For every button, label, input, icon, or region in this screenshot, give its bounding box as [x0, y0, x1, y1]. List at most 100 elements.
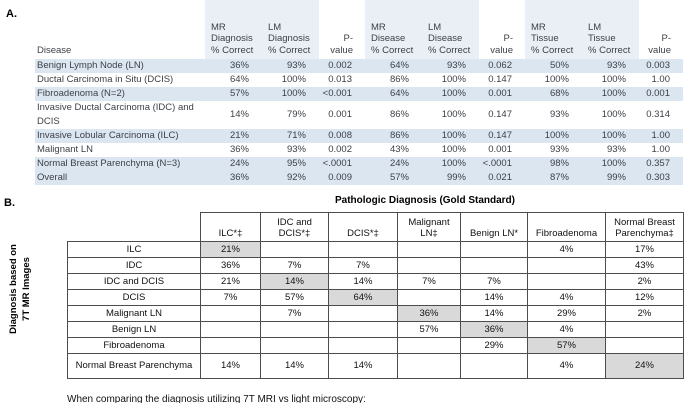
value-cell: 0.147 — [488, 109, 512, 120]
confusion-matrix-cell: 4% — [527, 241, 606, 258]
value-cell: 1.00 — [651, 74, 671, 85]
confusion-matrix-cell: 14% — [328, 273, 398, 290]
table-a-row: Invasive Lobular Carcinoma (ILC) 21% 71% 0.… — [35, 129, 683, 143]
confusion-matrix-cell — [397, 353, 461, 379]
confusion-matrix-cell: 29% — [527, 305, 606, 322]
confusion-matrix-cell — [460, 241, 528, 258]
confusion-matrix-cell — [260, 241, 329, 258]
value-cell: 99% — [582, 171, 639, 185]
value-cell: 100% — [441, 109, 466, 120]
value-cell: 100% — [601, 109, 626, 120]
value-cell: 0.001 — [479, 87, 525, 101]
confusion-matrix-cell: 64% — [328, 289, 398, 306]
confusion-matrix-cell — [397, 337, 461, 354]
footnote-intro: When comparing the diagnosis utilizing 7… — [67, 394, 366, 403]
value-cell: 93% — [549, 109, 569, 120]
gold-standard-title: Pathologic Diagnosis (Gold Standard) — [334, 195, 515, 206]
mr-images-axis-label: Diagnosis based on 7T MR Images — [7, 224, 35, 354]
column-header-pvalue-1: P-value — [330, 33, 353, 56]
confusion-matrix-cell: 21% — [200, 273, 261, 290]
confusion-matrix-cell: 2% — [605, 273, 684, 290]
confusion-matrix-cell — [328, 321, 398, 338]
value-cell: 50% — [525, 59, 582, 73]
confusion-matrix-cell: 7% — [260, 257, 329, 274]
disease-name-cell: Invasive Ductal Carcinoma (IDC) and DCIS — [37, 102, 194, 127]
value-cell: 24% — [365, 157, 422, 171]
confusion-matrix-cell: 14% — [460, 305, 528, 322]
value-cell: 86% — [365, 129, 422, 143]
confusion-matrix-cell: 4% — [527, 321, 606, 338]
value-cell: 100% — [582, 129, 639, 143]
value-cell: 36% — [229, 144, 249, 155]
value-cell: 64% — [365, 59, 422, 73]
value-cell: 36% — [205, 59, 262, 73]
confusion-matrix-cell: 24% — [605, 353, 684, 379]
mr-diagnosis-row-label: Normal Breast Parenchyma — [67, 353, 201, 379]
value-cell: 93% — [262, 59, 319, 73]
value-cell: 36% — [205, 171, 262, 185]
column-header-pvalue-2: P-value — [490, 33, 513, 56]
confusion-matrix-cell: 29% — [460, 337, 528, 354]
value-cell: 95% — [262, 157, 319, 171]
value-cell: 100% — [422, 87, 479, 101]
value-cell: 93% — [606, 144, 626, 155]
disease-name-cell: Benign Lymph Node (LN) — [35, 59, 205, 73]
axis-label-line-2: 7T MR Images — [21, 257, 32, 321]
confusion-matrix-cell: 57% — [397, 321, 461, 338]
value-cell: <0.001 — [319, 87, 365, 101]
value-cell: 0.008 — [319, 129, 365, 143]
column-header-disease: Disease — [37, 44, 72, 56]
axis-label-line-1: Diagnosis based on — [8, 244, 19, 334]
table-a-row: Benign Lymph Node (LN) 36% 93% 0.002 64% 93% 0… — [35, 59, 683, 73]
column-header-benign-ln: Benign LN* — [460, 212, 528, 242]
confusion-matrix-cell: 36% — [460, 321, 528, 338]
value-cell: 0.147 — [488, 74, 512, 85]
confusion-matrix-cell: 14% — [328, 353, 398, 379]
value-cell: 0.062 — [479, 59, 525, 73]
value-cell: 0.314 — [646, 109, 670, 120]
table-b-header-row: ILC*‡ IDC and DCIS*‡ DCIS*‡ Malignant LN… — [68, 212, 684, 242]
value-cell: 57% — [205, 87, 262, 101]
confusion-matrix-cell: 4% — [527, 289, 606, 306]
confusion-matrix-cell: 2% — [605, 305, 684, 322]
confusion-matrix-cell: 43% — [605, 257, 684, 274]
diagnosis-accuracy-table: Disease MR Diagnosis % Correct LM Diagno… — [35, 0, 683, 185]
value-cell: 100% — [582, 157, 639, 171]
mr-diagnosis-row-label: ILC — [67, 241, 201, 258]
confusion-matrix-cell: 14% — [260, 273, 329, 290]
value-cell: 0.003 — [639, 59, 683, 73]
value-cell: 14% — [229, 109, 249, 120]
mr-diagnosis-row-label: Malignant LN — [67, 305, 201, 322]
confusion-matrix-cell — [328, 241, 398, 258]
table-b-row: IDC and DCIS 21% 14% 14% 7% 7% 2% — [67, 273, 684, 290]
value-cell: 0.303 — [639, 171, 683, 185]
confusion-matrix-cell: 7% — [260, 305, 329, 322]
confusion-matrix-cell — [328, 337, 398, 354]
value-cell: 100% — [441, 74, 466, 85]
table-b-row: Benign LN 57% 36% 4% — [67, 321, 684, 338]
disease-name-cell: Normal Breast Parenchyma (N=3) — [35, 157, 205, 171]
value-cell: 0.013 — [328, 74, 352, 85]
value-cell: 100% — [544, 74, 569, 85]
value-cell: <.0001 — [479, 157, 525, 171]
table-b-row: Fibroadenoma 29% 57% — [67, 337, 684, 354]
value-cell: 100% — [441, 144, 466, 155]
confusion-matrix-cell: 7% — [397, 273, 461, 290]
confusion-matrix-cell: 57% — [260, 289, 329, 306]
confusion-matrix-cell — [200, 337, 261, 354]
table-a-header-row: Disease MR Diagnosis % Correct LM Diagno… — [35, 0, 683, 59]
column-header-ilc: ILC*‡ — [200, 212, 261, 242]
panel-b-label: B. — [4, 197, 15, 209]
confusion-matrix-cell — [260, 337, 329, 354]
confusion-matrix-cell: 4% — [527, 353, 606, 379]
value-cell: 0.001 — [639, 87, 683, 101]
value-cell: 57% — [365, 171, 422, 185]
value-cell: 21% — [205, 129, 262, 143]
disease-name-cell: Invasive Lobular Carcinoma (ILC) — [35, 129, 205, 143]
column-header-pvalue-3: P-value — [648, 33, 671, 56]
value-cell: 1.00 — [639, 129, 683, 143]
confusion-matrix-cell: 7% — [328, 257, 398, 274]
value-cell: 92% — [262, 171, 319, 185]
value-cell: 99% — [422, 171, 479, 185]
